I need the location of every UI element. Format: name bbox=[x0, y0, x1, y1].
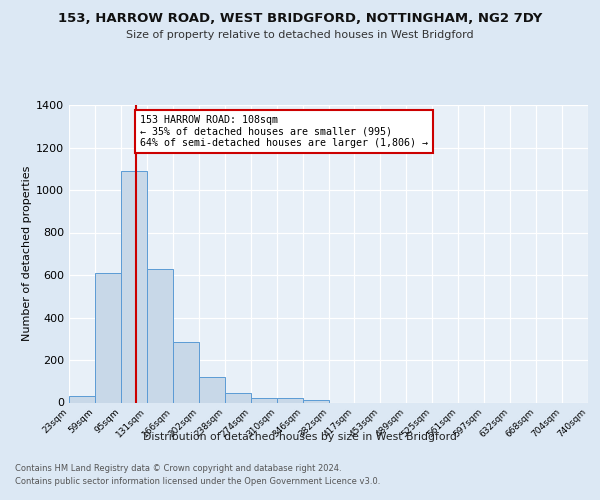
Bar bbox=[121, 171, 147, 402]
Bar bbox=[277, 398, 302, 402]
Bar bbox=[251, 398, 277, 402]
Text: Contains public sector information licensed under the Open Government Licence v3: Contains public sector information licen… bbox=[15, 478, 380, 486]
Text: Distribution of detached houses by size in West Bridgford: Distribution of detached houses by size … bbox=[143, 432, 457, 442]
Text: 153, HARROW ROAD, WEST BRIDGFORD, NOTTINGHAM, NG2 7DY: 153, HARROW ROAD, WEST BRIDGFORD, NOTTIN… bbox=[58, 12, 542, 26]
Bar bbox=[173, 342, 199, 402]
Text: Contains HM Land Registry data © Crown copyright and database right 2024.: Contains HM Land Registry data © Crown c… bbox=[15, 464, 341, 473]
Bar bbox=[69, 396, 95, 402]
Bar bbox=[95, 273, 121, 402]
Y-axis label: Number of detached properties: Number of detached properties bbox=[22, 166, 32, 342]
Bar bbox=[225, 393, 251, 402]
Bar bbox=[147, 268, 173, 402]
Bar bbox=[302, 400, 329, 402]
Bar bbox=[199, 377, 224, 402]
Text: Size of property relative to detached houses in West Bridgford: Size of property relative to detached ho… bbox=[126, 30, 474, 40]
Text: 153 HARROW ROAD: 108sqm
← 35% of detached houses are smaller (995)
64% of semi-d: 153 HARROW ROAD: 108sqm ← 35% of detache… bbox=[140, 114, 428, 148]
